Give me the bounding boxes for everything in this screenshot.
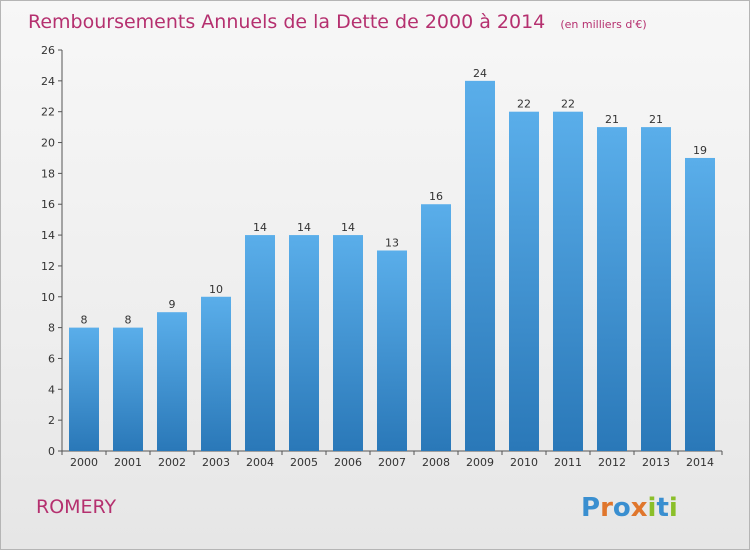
bar-value-label: 10	[209, 283, 223, 296]
bar-2001	[113, 327, 143, 451]
bar-2014	[685, 157, 715, 451]
y-tick-label: 16	[41, 198, 55, 211]
y-tick-label: 4	[48, 383, 55, 396]
x-tick-label: 2005	[290, 456, 318, 469]
y-tick-label: 24	[41, 75, 55, 88]
proxiti-logo: Proxiti	[581, 493, 678, 523]
bar-value-label: 13	[385, 237, 399, 250]
x-tick-label: 2009	[466, 456, 494, 469]
bar-2011	[553, 111, 583, 451]
bar-value-label: 8	[81, 314, 88, 327]
bar-2013	[641, 127, 671, 451]
bar-value-label: 21	[605, 113, 619, 126]
y-tick-label: 20	[41, 137, 55, 150]
x-tick-label: 2010	[510, 456, 538, 469]
bar-2007	[377, 250, 407, 451]
bar-value-label: 14	[253, 221, 267, 234]
x-tick-label: 2004	[246, 456, 274, 469]
bar-value-label: 8	[125, 314, 132, 327]
x-tick-label: 2003	[202, 456, 230, 469]
y-tick-label: 14	[41, 229, 55, 242]
chart-title-unit: (en milliers d'€)	[560, 18, 646, 31]
y-tick-label: 6	[48, 352, 55, 365]
y-tick-label: 18	[41, 167, 55, 180]
bar-2010	[509, 111, 539, 451]
x-tick-label: 2008	[422, 456, 450, 469]
x-tick-label: 2000	[70, 456, 98, 469]
bar-2002	[157, 312, 187, 451]
bars	[69, 80, 715, 451]
bar-2012	[597, 127, 627, 451]
y-tick-label: 12	[41, 260, 55, 273]
chart-title-main: Remboursements Annuels de la Dette de 20…	[28, 11, 545, 33]
x-tick-label: 2014	[686, 456, 714, 469]
x-tick-label: 2013	[642, 456, 670, 469]
bar-value-label: 14	[341, 221, 355, 234]
x-tick-label: 2011	[554, 456, 582, 469]
y-tick-label: 22	[41, 106, 55, 119]
x-tick-label: 2002	[158, 456, 186, 469]
x-tick-label: 2001	[114, 456, 142, 469]
x-tick-label: 2006	[334, 456, 362, 469]
bar-value-label: 24	[473, 67, 487, 80]
bar-value-label: 22	[561, 98, 575, 111]
bar-value-label: 16	[429, 190, 443, 203]
bar-value-label: 19	[693, 144, 707, 157]
y-tick-label: 26	[41, 44, 55, 57]
commune-name: ROMERY	[36, 496, 117, 518]
bar-value-label: 14	[297, 221, 311, 234]
bar-value-label: 9	[169, 298, 176, 311]
chart-title: Remboursements Annuels de la Dette de 20…	[28, 11, 647, 33]
x-tick-label: 2012	[598, 456, 626, 469]
bar-2006	[333, 235, 363, 451]
bar-2005	[289, 235, 319, 451]
bar-2000	[69, 327, 99, 451]
y-tick-label: 10	[41, 291, 55, 304]
bar-2003	[201, 296, 231, 451]
x-tick-labels: 2000 2001 2002 2003 2004 2005 2006 2007 2008 2009…	[70, 456, 714, 469]
y-tick-label: 2	[48, 414, 55, 427]
bar-value-label: 22	[517, 98, 531, 111]
bar-2009	[465, 80, 495, 451]
bar-value-labels: 8 8 9 10 14 14 14 13 16 24 22 22 21 21 19	[81, 67, 708, 327]
bar-2004	[245, 235, 275, 451]
y-tick-label: 0	[48, 445, 55, 458]
y-tick-label: 8	[48, 322, 55, 335]
bar-2008	[421, 204, 451, 451]
bar-value-label: 21	[649, 113, 663, 126]
x-tick-label: 2007	[378, 456, 406, 469]
proxiti-logo-text: Proxiti	[581, 493, 678, 523]
